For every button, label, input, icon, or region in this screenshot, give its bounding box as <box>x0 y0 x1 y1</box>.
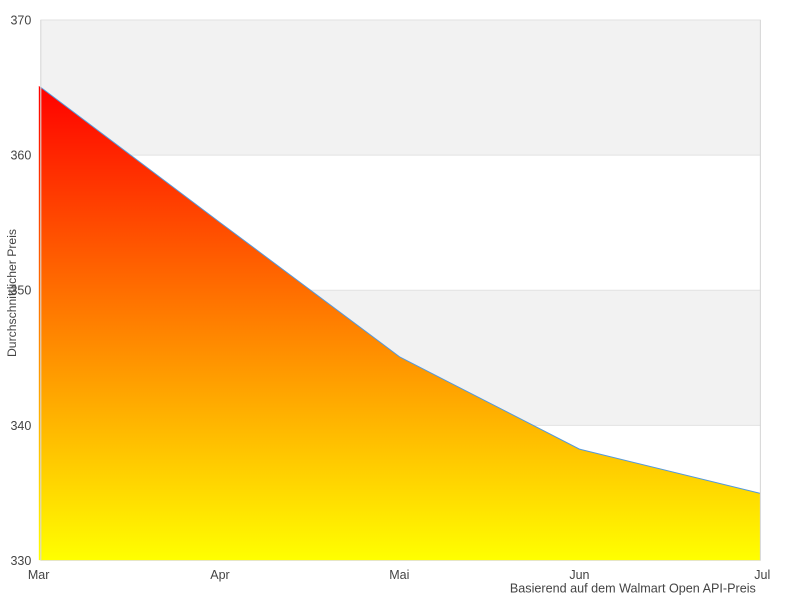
svg-text:Mar: Mar <box>28 568 50 582</box>
svg-text:370: 370 <box>10 14 31 28</box>
svg-text:Jun: Jun <box>569 568 589 582</box>
svg-text:360: 360 <box>10 149 31 163</box>
svg-text:330: 330 <box>10 554 31 568</box>
svg-text:Apr: Apr <box>210 568 229 582</box>
svg-text:350: 350 <box>10 284 31 298</box>
svg-text:340: 340 <box>10 419 31 433</box>
svg-text:Durchschnittlicher Preis: Durchschnittlicher Preis <box>5 229 19 357</box>
svg-text:Mai: Mai <box>389 568 409 582</box>
svg-text:Jul: Jul <box>754 568 770 582</box>
svg-text:Basierend auf dem Walmart Open: Basierend auf dem Walmart Open API-Preis <box>510 582 756 596</box>
